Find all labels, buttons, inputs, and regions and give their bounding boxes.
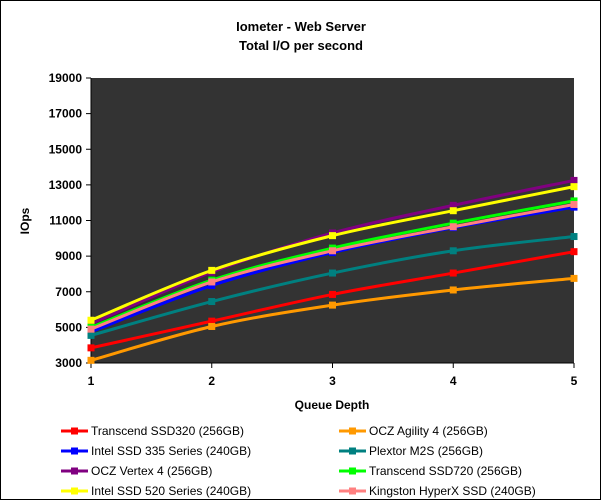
series-layer — [87, 176, 578, 364]
series-3-point — [449, 247, 457, 255]
legend-label: Intel SSD 520 Series (240GB) — [91, 484, 251, 498]
series-5-point — [449, 219, 457, 227]
series-7-point — [570, 200, 578, 208]
y-tick-label: 13000 — [49, 178, 83, 192]
series-7-point — [329, 247, 336, 255]
chart-subtitle: Total I/O per second — [239, 38, 363, 53]
y-tick-label: 11000 — [49, 214, 82, 228]
chart-title: Iometer - Web Server — [236, 19, 366, 34]
series-0-point — [329, 290, 336, 298]
series-0-point — [87, 344, 95, 352]
x-tick-label: 4 — [450, 374, 457, 388]
series-6-point — [208, 266, 216, 274]
legend-label: Plextor M2S (256GB) — [369, 444, 483, 458]
legend-swatch-marker — [349, 447, 356, 455]
legend-swatch-marker — [71, 447, 78, 455]
y-tick-label: 17000 — [49, 107, 83, 121]
legend-swatch-marker — [349, 427, 356, 435]
x-tick-label: 2 — [208, 374, 215, 388]
legend-swatch-marker — [349, 487, 356, 495]
y-axis: 3000 5000 7000 9000 11000 13000 15000 17000 1900… — [49, 71, 92, 370]
series-7-point — [87, 325, 95, 333]
legend-swatch-marker — [71, 467, 78, 475]
series-5-point — [570, 197, 578, 205]
series-3-point — [329, 269, 336, 277]
series-7-point — [449, 223, 457, 231]
series-6-point — [329, 232, 336, 240]
series-0-point — [570, 248, 578, 256]
legend-label: OCZ Vertex 4 (256GB) — [91, 464, 212, 478]
legend-label: Intel SSD 335 Series (240GB) — [91, 444, 251, 458]
series-2-point — [208, 282, 216, 290]
legend-label: Transcend SSD320 (256GB) — [91, 424, 244, 438]
series-0-point — [449, 269, 457, 277]
legend-swatch-marker — [71, 487, 78, 495]
series-4-point — [570, 176, 578, 184]
series-1-point — [449, 286, 457, 294]
x-tick-label: 3 — [329, 374, 336, 388]
series-4-point — [449, 201, 457, 209]
series-1-point — [87, 356, 95, 364]
x-tick-label: 5 — [571, 374, 578, 388]
y-axis-label: IOps — [18, 207, 32, 234]
x-axis-label: Queue Depth — [295, 398, 370, 412]
y-tick-label: 5000 — [55, 320, 82, 334]
y-tick-label: 15000 — [49, 142, 83, 156]
legend: Transcend SSD320 (256GB) OCZ Agility 4 (2… — [61, 424, 536, 498]
series-6-point — [570, 183, 578, 191]
x-tick-label: 1 — [88, 374, 95, 388]
y-tick-label: 19000 — [49, 71, 83, 85]
series-6-point — [449, 207, 457, 215]
x-axis: 1 2 3 4 5 — [88, 362, 578, 388]
series-6-point — [87, 316, 95, 324]
series-3-point — [87, 331, 95, 339]
series-1-point — [208, 322, 216, 330]
legend-swatch-marker — [349, 467, 356, 475]
legend-label: Kingston HyperX SSD (240GB) — [369, 484, 536, 498]
legend-label: Transcend SSD720 (256GB) — [369, 464, 522, 478]
series-3-point — [208, 298, 216, 306]
y-tick-label: 7000 — [55, 285, 82, 299]
series-1-point — [329, 301, 336, 309]
series-7-point — [208, 278, 216, 286]
y-tick-label: 3000 — [55, 356, 82, 370]
y-tick-label: 9000 — [55, 249, 82, 263]
series-0-point — [208, 317, 216, 325]
legend-label: OCZ Agility 4 (256GB) — [369, 424, 488, 438]
legend-swatch-marker — [71, 427, 78, 435]
series-4-point — [87, 320, 95, 328]
series-1-point — [570, 274, 578, 282]
series-3-point — [570, 233, 578, 241]
